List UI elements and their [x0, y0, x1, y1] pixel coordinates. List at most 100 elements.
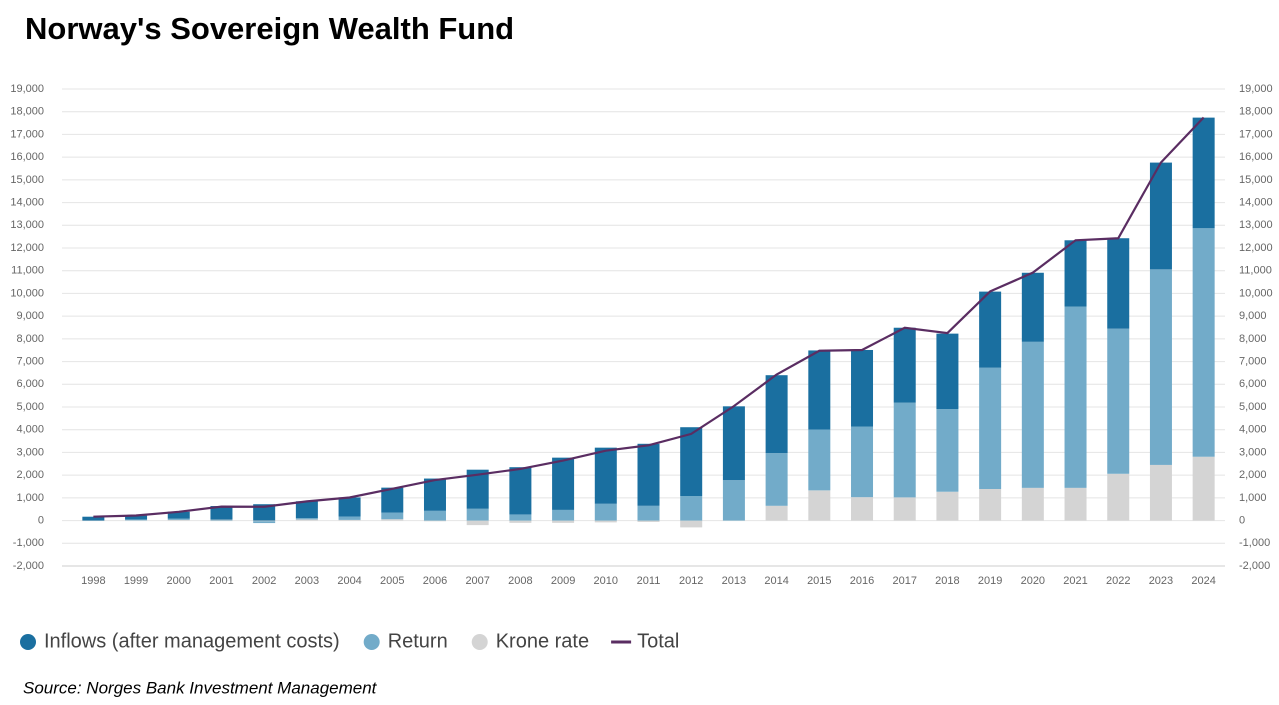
bar-segment	[1107, 328, 1130, 474]
bar-segment	[594, 520, 617, 523]
bar-segment	[893, 327, 916, 403]
bar-segment	[808, 490, 831, 521]
bar-segment	[338, 497, 361, 517]
x-tick-label: 2022	[1106, 575, 1130, 587]
bar-segment	[509, 467, 532, 515]
y2-tick-label: 8,000	[1239, 333, 1267, 345]
bar-segment	[295, 501, 318, 519]
bar-segment	[338, 516, 361, 520]
x-tick-label: 2013	[722, 575, 746, 587]
bar-segment	[637, 520, 660, 522]
bar-segment	[594, 447, 617, 504]
x-tick-label: 1998	[81, 575, 105, 587]
bar-segment	[893, 402, 916, 498]
bar-segment	[680, 427, 703, 497]
bar-segment	[1192, 456, 1215, 521]
bar-segment	[851, 497, 874, 521]
bar-segment	[82, 516, 105, 521]
x-tick-label: 2006	[423, 575, 447, 587]
y-tick-label: 10,000	[10, 287, 44, 299]
bar-segment	[509, 514, 532, 521]
bar-segment	[1021, 487, 1044, 521]
bar-segment	[808, 429, 831, 491]
bar-segment	[1021, 272, 1044, 342]
y-tick-label: 0	[38, 514, 44, 526]
bar-segment	[637, 505, 660, 521]
bar-segment	[423, 510, 446, 521]
x-tick-label: 1999	[124, 575, 148, 587]
y2-tick-label: 5,000	[1239, 401, 1267, 413]
legend-label: Inflows (after management costs)	[44, 630, 340, 652]
bar-segment	[210, 519, 233, 521]
bar-segment	[381, 512, 404, 520]
bar-segment	[1192, 228, 1215, 457]
bar-segment	[808, 350, 831, 430]
bar-segment	[893, 497, 916, 521]
x-tick-label: 2019	[978, 575, 1002, 587]
y-tick-label: -1,000	[13, 537, 44, 549]
bar-segment	[125, 519, 148, 521]
bar-segment	[765, 375, 788, 454]
bar-segment	[295, 519, 318, 521]
bar-segment	[466, 469, 489, 509]
bar-segment	[979, 291, 1002, 368]
x-tick-label: 2000	[167, 575, 191, 587]
bar-segment	[1192, 117, 1215, 229]
x-tick-label: 2012	[679, 575, 703, 587]
y-tick-label: 7,000	[16, 355, 44, 367]
x-tick-label: 2005	[380, 575, 404, 587]
y-tick-label: 5,000	[16, 401, 44, 413]
bar-segment	[637, 443, 660, 506]
y-tick-label: 2,000	[16, 469, 44, 481]
y2-tick-label: 6,000	[1239, 378, 1267, 390]
y2-tick-label: -2,000	[1239, 560, 1270, 572]
y2-tick-label: 14,000	[1239, 196, 1273, 208]
bar-segment	[936, 491, 959, 521]
bar-segment	[1064, 240, 1087, 307]
legend-swatch	[363, 634, 380, 650]
y2-tick-label: 19,000	[1239, 83, 1273, 95]
y-tick-label: -2,000	[13, 560, 44, 572]
x-tick-label: 2003	[295, 575, 319, 587]
y-tick-label: 15,000	[10, 174, 44, 186]
y2-tick-label: 1,000	[1239, 492, 1267, 504]
y2-tick-label: 12,000	[1239, 242, 1273, 254]
y2-tick-label: 2,000	[1239, 469, 1267, 481]
bar-segment	[851, 426, 874, 498]
x-tick-label: 2008	[508, 575, 532, 587]
y2-tick-label: -1,000	[1239, 537, 1270, 549]
bar-segment	[295, 518, 318, 520]
y2-tick-label: 13,000	[1239, 219, 1273, 231]
bar-segment	[722, 406, 745, 481]
x-tick-label: 2002	[252, 575, 276, 587]
y2-tick-label: 0	[1239, 514, 1245, 526]
legend-label: Total	[637, 630, 679, 652]
x-tick-label: 2018	[935, 575, 959, 587]
y-tick-label: 13,000	[10, 219, 44, 231]
x-tick-label: 2023	[1149, 575, 1173, 587]
bar-segment	[381, 519, 404, 521]
bar-segment	[1149, 464, 1172, 521]
x-tick-label: 2007	[465, 575, 489, 587]
y2-tick-label: 16,000	[1239, 151, 1273, 163]
y-tick-label: 11,000	[11, 265, 44, 277]
y2-tick-label: 15,000	[1239, 174, 1273, 186]
y2-tick-label: 11,000	[1239, 265, 1272, 277]
bar-segment	[423, 478, 446, 511]
bar-segment	[466, 520, 489, 526]
bar-segment	[552, 520, 575, 523]
bar-segment	[423, 520, 446, 522]
bar-segment	[851, 349, 874, 427]
x-tick-label: 2001	[209, 575, 233, 587]
y-tick-label: 1,000	[16, 492, 44, 504]
bar-segment	[253, 521, 276, 524]
y-tick-label: 6,000	[16, 378, 44, 390]
bar-segment	[979, 488, 1002, 521]
bar-segment	[1107, 238, 1130, 329]
bar-segment	[680, 520, 703, 528]
bar-segment	[125, 515, 148, 520]
x-tick-label: 2020	[1021, 575, 1045, 587]
x-tick-label: 2011	[637, 575, 661, 587]
bar-segment	[552, 457, 575, 510]
bar-segment	[1064, 306, 1087, 488]
